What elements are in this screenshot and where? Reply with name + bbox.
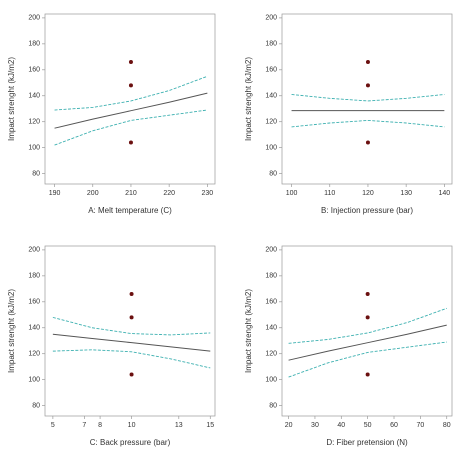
design-point — [129, 292, 134, 297]
y-tick-label: 120 — [28, 119, 40, 126]
x-tick-label: 200 — [87, 190, 99, 197]
y-tick-label: 120 — [265, 119, 277, 126]
y-tick-label: 180 — [265, 273, 277, 280]
y-tick-label: 100 — [28, 377, 40, 384]
design-point — [128, 83, 133, 88]
x-tick-label: 100 — [286, 190, 298, 197]
x-axis-label: D: Fiber pretension (N) — [326, 438, 408, 447]
y-tick-label: 200 — [265, 247, 277, 254]
design-point — [365, 140, 370, 145]
plot-frame — [281, 13, 453, 185]
x-tick-label: 20 — [285, 422, 293, 429]
plot-frame — [44, 13, 216, 185]
fit-line — [288, 324, 447, 361]
x-tick-label: 60 — [390, 422, 398, 429]
x-tick-label: 30 — [311, 422, 319, 429]
fit-line — [52, 333, 211, 352]
x-tick-label: 220 — [163, 190, 175, 197]
y-tick-label: 120 — [28, 351, 40, 358]
x-tick-label: 40 — [337, 422, 345, 429]
confidence-band — [288, 307, 447, 344]
design-point — [128, 60, 133, 65]
panel: 80 100 120 140 160 180 200 20 30 40 50 60 70 80 D: Fib… — [244, 245, 453, 447]
design-point — [365, 292, 370, 297]
x-axis-label: A: Melt temperature (C) — [88, 206, 172, 215]
y-axis-label: Impact strenght (kJ/m2) — [244, 57, 253, 141]
fit-line — [54, 92, 208, 129]
panel: 80 100 120 140 160 180 200 190 200 210 220 230 A: Me… — [7, 13, 216, 215]
y-tick-label: 200 — [28, 247, 40, 254]
panel: 80 100 120 140 160 180 200 5 7 8 10 13 15 C: Back pre… — [7, 245, 216, 447]
y-tick-label: 180 — [265, 41, 277, 48]
design-point — [365, 372, 370, 377]
y-tick-label: 140 — [265, 93, 277, 100]
y-tick-label: 140 — [28, 93, 40, 100]
plot-frame — [281, 245, 453, 417]
y-tick-label: 100 — [265, 145, 277, 152]
y-tick-label: 180 — [28, 273, 40, 280]
x-tick-label: 8 — [98, 422, 102, 429]
confidence-band — [52, 349, 211, 369]
y-axis-label: Impact strenght (kJ/m2) — [7, 57, 16, 141]
x-tick-label: 190 — [49, 190, 61, 197]
y-tick-label: 160 — [265, 299, 277, 306]
y-tick-label: 160 — [265, 67, 277, 74]
y-tick-label: 80 — [269, 170, 277, 177]
plot-frame — [44, 245, 216, 417]
y-tick-label: 100 — [265, 377, 277, 384]
y-tick-label: 80 — [269, 402, 277, 409]
x-tick-label: 70 — [416, 422, 424, 429]
y-tick-label: 140 — [265, 325, 277, 332]
design-point — [365, 83, 370, 88]
y-tick-label: 80 — [32, 402, 40, 409]
x-tick-label: 7 — [82, 422, 86, 429]
x-tick-label: 230 — [202, 190, 214, 197]
panel: 80 100 120 140 160 180 200 100 110 120 130 140 B: In… — [244, 13, 453, 215]
x-tick-label: 210 — [125, 190, 137, 197]
x-tick-label: 140 — [439, 190, 451, 197]
design-point — [365, 315, 370, 320]
x-tick-label: 120 — [362, 190, 374, 197]
x-tick-label: 110 — [324, 190, 335, 197]
y-tick-label: 200 — [28, 15, 40, 22]
x-tick-label: 80 — [443, 422, 451, 429]
confidence-band — [54, 75, 208, 111]
x-tick-label: 130 — [400, 190, 412, 197]
y-tick-label: 100 — [28, 145, 40, 152]
y-tick-label: 180 — [28, 41, 40, 48]
x-tick-label: 50 — [364, 422, 372, 429]
y-tick-label: 80 — [32, 170, 40, 177]
x-axis-label: B: Injection pressure (bar) — [321, 206, 413, 215]
y-axis-label: Impact strenght (kJ/m2) — [7, 289, 16, 373]
y-axis-label: Impact strenght (kJ/m2) — [244, 289, 253, 373]
confidence-band — [291, 119, 445, 128]
confidence-band — [288, 341, 447, 378]
y-tick-label: 160 — [28, 67, 40, 74]
design-point — [128, 140, 133, 145]
design-point — [129, 315, 134, 320]
y-tick-label: 200 — [265, 15, 277, 22]
x-tick-label: 5 — [51, 422, 55, 429]
x-tick-label: 15 — [206, 422, 214, 429]
x-tick-label: 13 — [175, 422, 183, 429]
y-tick-label: 140 — [28, 325, 40, 332]
y-tick-label: 120 — [265, 351, 277, 358]
confidence-band — [291, 94, 445, 102]
design-point — [129, 372, 134, 377]
design-point — [365, 60, 370, 65]
confidence-band — [52, 316, 211, 336]
y-tick-label: 160 — [28, 299, 40, 306]
confidence-band — [54, 109, 208, 146]
x-axis-label: C: Back pressure (bar) — [90, 438, 171, 447]
x-tick-label: 10 — [128, 422, 136, 429]
